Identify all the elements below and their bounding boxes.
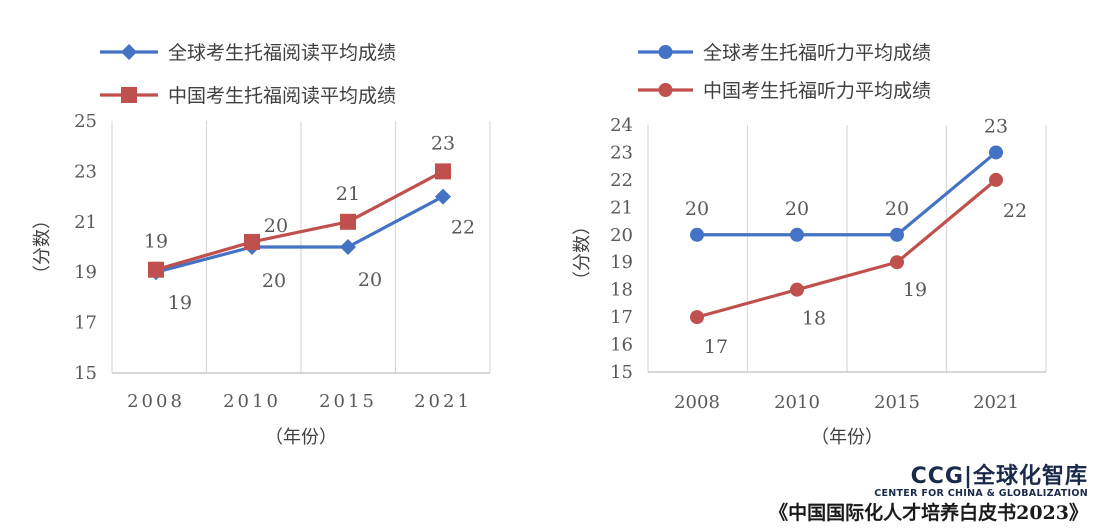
data-point <box>890 255 904 270</box>
series-line-1 <box>155 169 444 272</box>
data-point <box>690 227 704 242</box>
data-label: 22 <box>451 217 475 239</box>
data-point <box>340 213 356 230</box>
logo-sub-text: CENTER FOR CHINA & GLOBALIZATION <box>874 488 1088 499</box>
x-tick-label: 2021 <box>414 391 472 412</box>
data-label: 22 <box>1003 200 1027 222</box>
y-tick-label: 19 <box>610 252 633 273</box>
data-point <box>690 310 704 325</box>
y-axis-title: （分数） <box>32 211 53 283</box>
source-title: 《中国国际化人才培养白皮书2023》 <box>769 502 1088 524</box>
x-tick-label: 2010 <box>774 392 820 413</box>
data-label: 18 <box>802 308 826 330</box>
data-label: 21 <box>336 183 360 205</box>
y-tick-label: 23 <box>610 142 633 163</box>
data-label: 20 <box>685 198 709 220</box>
x-tick-label: 2008 <box>127 391 185 412</box>
data-point <box>148 261 164 278</box>
data-point <box>989 145 1003 160</box>
legend-label: 全球考生托福阅读平均成绩 <box>168 42 396 64</box>
x-tick-label: 2008 <box>674 392 720 413</box>
data-point <box>435 163 451 180</box>
y-tick-label: 22 <box>610 170 633 191</box>
legend-label: 中国考生托福听力平均成绩 <box>703 80 931 102</box>
data-label: 19 <box>903 279 927 301</box>
y-tick-label: 23 <box>74 161 97 182</box>
ccg-logo: CCG|全球化智库 CENTER FOR CHINA & GLOBALIZATI… <box>874 458 1088 499</box>
x-axis-title: （年份） <box>265 427 337 448</box>
y-tick-label: 19 <box>74 262 97 283</box>
data-label: 20 <box>262 270 286 292</box>
x-tick-label: 2015 <box>874 392 920 413</box>
x-tick-label: 2015 <box>319 391 377 412</box>
legend-marker <box>658 83 673 97</box>
series-line-0 <box>697 151 998 237</box>
y-tick-label: 15 <box>610 362 633 383</box>
data-label: 23 <box>984 115 1008 137</box>
legend-label: 全球考生托福听力平均成绩 <box>703 42 931 64</box>
data-label: 17 <box>704 336 728 358</box>
data-point <box>790 282 804 297</box>
x-axis-title: （年份） <box>811 427 883 448</box>
data-label: 20 <box>785 198 809 220</box>
y-tick-label: 15 <box>74 363 97 384</box>
data-point <box>244 233 260 250</box>
y-tick-label: 17 <box>74 313 97 334</box>
data-label: 20 <box>358 269 382 291</box>
y-tick-label: 20 <box>610 225 633 246</box>
x-tick-label: 2010 <box>223 391 281 412</box>
data-label: 20 <box>264 215 288 237</box>
legend-label: 中国考生托福阅读平均成绩 <box>168 85 396 107</box>
data-label: 20 <box>885 198 909 220</box>
y-tick-label: 16 <box>610 335 633 356</box>
legend-marker <box>121 87 137 103</box>
y-tick-label: 21 <box>610 197 633 218</box>
series-line-0 <box>155 195 444 274</box>
y-axis-title: （分数） <box>572 217 593 289</box>
legend-marker <box>121 44 137 60</box>
legend-marker <box>658 45 673 59</box>
x-tick-label: 2021 <box>973 392 1019 413</box>
data-point <box>989 172 1003 187</box>
data-point <box>790 227 804 242</box>
y-tick-label: 24 <box>610 115 633 136</box>
y-tick-label: 18 <box>610 280 633 301</box>
data-point <box>435 188 451 205</box>
y-tick-label: 21 <box>74 212 97 233</box>
data-label: 19 <box>144 231 168 253</box>
data-point <box>340 239 356 255</box>
series-line-1 <box>696 178 998 319</box>
y-tick-label: 25 <box>74 111 97 132</box>
y-tick-label: 17 <box>610 307 633 328</box>
logo-main-text: CCG|全球化智库 <box>910 464 1088 489</box>
data-point <box>890 227 904 242</box>
data-label: 23 <box>431 132 455 154</box>
data-label: 19 <box>168 292 192 314</box>
